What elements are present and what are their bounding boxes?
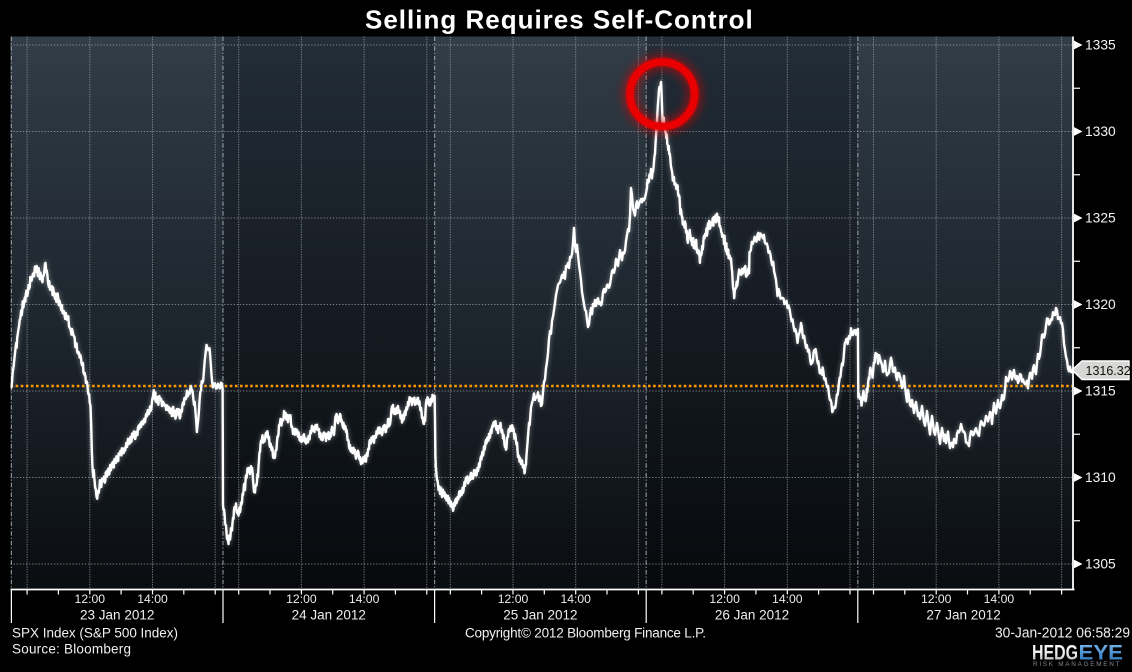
svg-text:14:00: 14:00 (984, 592, 1015, 606)
svg-text:EYE: EYE (1079, 642, 1124, 665)
svg-text:HEDG: HEDG (1032, 642, 1078, 665)
svg-text:12:00: 12:00 (498, 592, 529, 606)
svg-text:1325: 1325 (1085, 211, 1116, 226)
svg-text:27 Jan 2012: 27 Jan 2012 (926, 608, 1000, 623)
svg-text:14:00: 14:00 (772, 592, 803, 606)
svg-text:RISK MANAGEMENT: RISK MANAGEMENT (1033, 661, 1122, 668)
svg-text:Selling Requires Self-Control: Selling Requires Self-Control (365, 5, 753, 35)
svg-text:SPX Index (S&P 500 Index): SPX Index (S&P 500 Index) (12, 626, 178, 641)
svg-text:1335: 1335 (1085, 38, 1116, 53)
svg-text:14:00: 14:00 (349, 592, 380, 606)
svg-text:1320: 1320 (1085, 297, 1116, 312)
svg-text:12:00: 12:00 (75, 592, 106, 606)
svg-text:1330: 1330 (1085, 124, 1116, 139)
svg-text:1315: 1315 (1085, 384, 1116, 399)
svg-text:1310: 1310 (1085, 470, 1116, 485)
svg-text:23 Jan 2012: 23 Jan 2012 (80, 608, 154, 623)
svg-text:Copyright© 2012 Bloomberg Fina: Copyright© 2012 Bloomberg Finance L.P. (465, 626, 706, 641)
svg-text:12:00: 12:00 (286, 592, 317, 606)
svg-text:12:00: 12:00 (921, 592, 952, 606)
svg-text:Source: Bloomberg: Source: Bloomberg (12, 642, 131, 657)
svg-text:25 Jan 2012: 25 Jan 2012 (503, 608, 577, 623)
svg-text:26 Jan 2012: 26 Jan 2012 (715, 608, 789, 623)
svg-text:1316.32: 1316.32 (1086, 364, 1131, 378)
svg-text:24 Jan 2012: 24 Jan 2012 (292, 608, 366, 623)
svg-text:14:00: 14:00 (137, 592, 168, 606)
svg-text:1305: 1305 (1085, 557, 1116, 572)
svg-text:30-Jan-2012 06:58:29: 30-Jan-2012 06:58:29 (995, 626, 1130, 642)
svg-text:12:00: 12:00 (709, 592, 740, 606)
svg-text:14:00: 14:00 (560, 592, 591, 606)
